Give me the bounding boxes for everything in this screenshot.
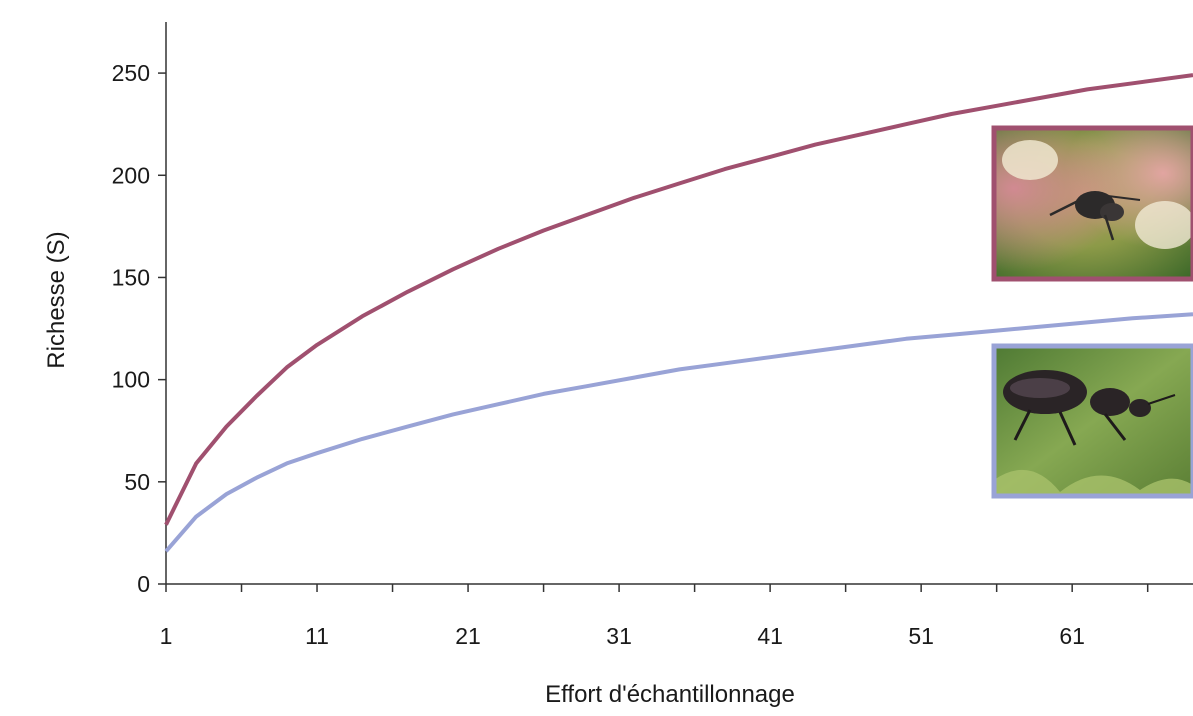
y-tick-label: 150: [112, 264, 150, 290]
y-tick-label: 50: [124, 469, 150, 495]
y-ticks: 0 50 100 150 200 250: [112, 60, 166, 597]
series-line-purple: [164, 73, 1193, 526]
x-tick-label: 21: [455, 623, 481, 649]
y-tick-label: 0: [137, 571, 150, 597]
x-axis-title: Effort d'échantillonnage: [545, 681, 795, 708]
y-tick-label: 100: [112, 367, 150, 393]
y-tick-label: 200: [112, 162, 150, 188]
beetle-ground-photo: [991, 343, 1193, 499]
x-tick-label: 51: [908, 623, 934, 649]
x-tick-label: 41: [757, 623, 783, 649]
x-ticks: 1 11 21 31 41 51 61: [160, 584, 1149, 649]
x-tick-label: 31: [606, 623, 632, 649]
x-tick-label: 61: [1059, 623, 1085, 649]
series-line-blue: [164, 312, 1193, 553]
beetle-flying-photo: [991, 125, 1193, 282]
y-axis-title: Richesse (S): [43, 231, 70, 368]
y-tick-label: 250: [112, 60, 150, 86]
x-tick-label: 1: [160, 623, 173, 649]
x-tick-label: 11: [305, 623, 329, 649]
